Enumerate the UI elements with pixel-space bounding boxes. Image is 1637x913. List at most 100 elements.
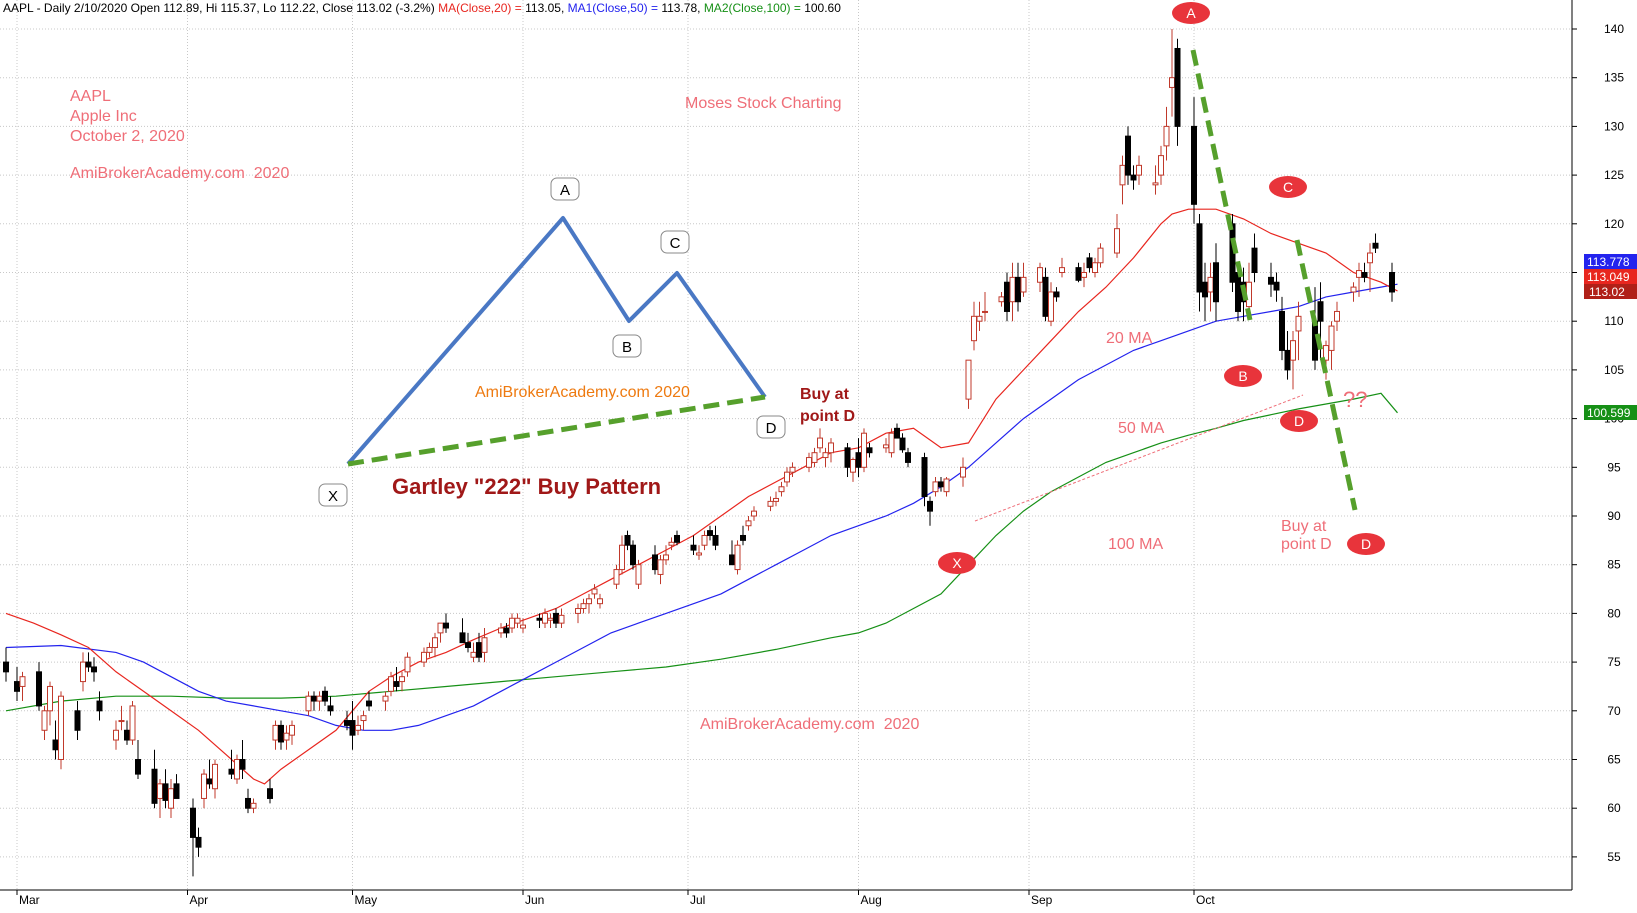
candle-body <box>190 807 196 838</box>
candle-body <box>734 544 741 571</box>
svg-text:X: X <box>952 555 962 571</box>
candle-body <box>1350 286 1357 293</box>
price-annotations: 20 MA 50 MA 100 MA ?? Buy at point D A C… <box>938 2 1385 574</box>
info-watermark-top: AmiBrokerAcademy.com 2020 <box>70 165 289 182</box>
candle-body <box>674 534 680 543</box>
candle-up <box>668 537 675 551</box>
candle-body <box>927 500 933 512</box>
candle-body <box>899 437 906 451</box>
candle-down <box>905 447 911 468</box>
ma50-line <box>5 283 1398 731</box>
candle-body <box>305 695 312 712</box>
candle-body <box>470 651 477 658</box>
candle-body <box>14 681 20 692</box>
candle-up <box>778 481 785 497</box>
candle-up <box>1081 262 1087 288</box>
candle-body <box>311 695 317 702</box>
candle-body <box>245 797 251 809</box>
svg-text:B: B <box>622 339 632 356</box>
x-tick-label: Mar <box>19 893 40 907</box>
y-axis: 5560657075808590951001051101151201251301… <box>1572 22 1624 864</box>
candle-up <box>822 447 829 468</box>
header-lo-label: Lo <box>263 1 277 15</box>
candle-down <box>91 657 97 682</box>
candle-body <box>421 651 427 663</box>
svg-text:D: D <box>1294 413 1304 429</box>
candle-down <box>1196 214 1203 312</box>
candle-body <box>630 544 636 566</box>
candle-body <box>938 481 944 488</box>
header-close-label: Close <box>322 1 353 15</box>
candle-body <box>1191 125 1197 205</box>
candle-down <box>459 618 466 644</box>
candle-up <box>960 457 966 487</box>
candle-up <box>432 632 438 658</box>
svg-text:100.599: 100.599 <box>1587 406 1631 420</box>
header-ma100-label: MA2(Close,100) = <box>704 1 801 15</box>
header-hi-label: Hi <box>206 1 217 15</box>
x-axis: Mar Apr May Jun Jul Aug Sep Oct <box>16 890 1215 907</box>
candle-body <box>553 612 559 624</box>
candle-body <box>443 622 449 629</box>
header-hi: 115.37 <box>221 1 257 15</box>
y-tick-label: 55 <box>1607 850 1621 864</box>
candle-body <box>1092 262 1098 274</box>
info-ticker: AAPL <box>70 88 111 105</box>
candle-up <box>1020 262 1027 297</box>
candle-down <box>921 452 928 507</box>
candle-up <box>1290 330 1296 390</box>
candle-body <box>404 656 411 673</box>
candle-body <box>1152 182 1159 186</box>
x-tick-label: Apr <box>190 893 209 907</box>
candle-body <box>894 427 900 439</box>
gartley-xd-dashed-line <box>347 394 766 467</box>
candle-body <box>773 497 779 502</box>
candle-up <box>283 725 290 750</box>
candle-body <box>1317 301 1324 322</box>
candle-up <box>201 769 207 809</box>
candle-body <box>1356 270 1362 278</box>
candle-up <box>41 705 48 741</box>
candle-body <box>322 690 328 702</box>
candle-body <box>652 554 658 571</box>
diagram-label-a: A <box>550 177 580 201</box>
ma100-line <box>5 392 1398 712</box>
candle-body <box>129 705 136 741</box>
candle-down <box>1279 296 1285 361</box>
x-tick-label: May <box>355 893 378 907</box>
candle-up <box>586 593 592 614</box>
candle-up <box>597 593 603 609</box>
candle-body <box>789 466 796 473</box>
candle-body <box>476 642 482 658</box>
candle-body <box>1081 272 1087 278</box>
candle-down <box>1372 233 1379 254</box>
candle-down <box>1361 262 1368 283</box>
candle-up <box>971 301 977 351</box>
candle-up <box>1114 214 1120 258</box>
y-tick-label: 95 <box>1607 460 1621 474</box>
candle-down <box>503 623 510 638</box>
candle-body <box>1361 272 1368 278</box>
candle-body <box>965 359 972 400</box>
candle-down <box>674 530 680 546</box>
candle-body <box>1009 276 1016 303</box>
candle-down <box>740 525 746 546</box>
chart-title: Moses Stock Charting <box>685 95 842 112</box>
candle-up <box>355 715 361 736</box>
candle-body <box>866 447 873 454</box>
candle-body <box>976 315 983 322</box>
candle-body <box>751 510 757 517</box>
candle-up <box>234 754 240 784</box>
candle-body <box>124 729 130 741</box>
candle-body <box>250 802 257 809</box>
candle-up <box>1136 155 1142 185</box>
candle-up <box>817 428 823 453</box>
candle-body <box>151 768 158 804</box>
candle-body <box>135 759 141 775</box>
candle-body <box>960 466 966 478</box>
candle-up <box>828 438 834 463</box>
candle-down <box>366 691 372 711</box>
ma20-annotation: 20 MA <box>1106 330 1153 347</box>
candle-up <box>1037 262 1043 292</box>
